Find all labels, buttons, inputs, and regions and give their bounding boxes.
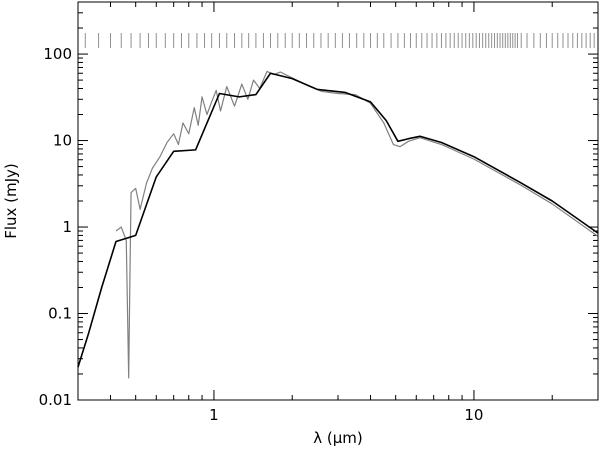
y-tick-label: 0.1 [48,305,72,323]
model-sed-line [77,72,599,368]
tick-labels: 1 10 0.01 0.1 1 10 100 [39,45,484,424]
y-tick-label: 1 [62,218,72,236]
y-axis-label: Flux (mJy) [2,163,20,239]
axis-ticks [77,1,599,401]
y-tick-label: 10 [53,132,72,150]
y-tick-label: 100 [43,45,72,63]
x-axis-label: λ (μm) [313,429,363,447]
x-tick-label: 10 [464,406,483,424]
y-tick-label: 0.01 [39,391,72,409]
plot-frame [77,1,599,401]
x-tick-label: 1 [209,406,219,424]
wavelength-markers [84,33,595,48]
series-layer [77,70,599,379]
observed-spectrum-line [115,70,599,379]
